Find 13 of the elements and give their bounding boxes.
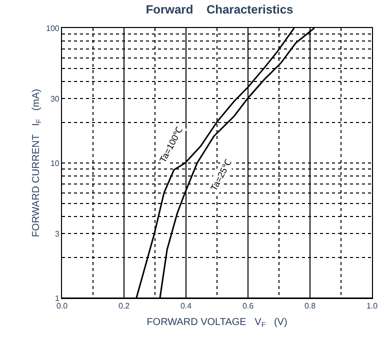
x-tick-label: 0.8 xyxy=(304,302,316,311)
y-tick-label: 100 xyxy=(46,24,60,33)
x-tick-label: 0.6 xyxy=(242,302,254,311)
x-axis-title: FORWARD VOLTAGE V$_{F}$ (V) xyxy=(146,317,288,330)
x-tick-label: 0.4 xyxy=(180,302,192,311)
x-tick-label: 0.0 xyxy=(56,302,68,311)
y-tick-label: 3 xyxy=(54,229,60,238)
y-tick-label: 10 xyxy=(50,158,60,168)
x-tick-label: 1.0 xyxy=(366,302,378,311)
x-tick-label: 0.2 xyxy=(118,302,130,311)
chart-title: Forward Characteristics xyxy=(146,2,294,17)
y-tick-label: 30 xyxy=(50,94,60,104)
y-tick-label: 1 xyxy=(54,294,60,303)
